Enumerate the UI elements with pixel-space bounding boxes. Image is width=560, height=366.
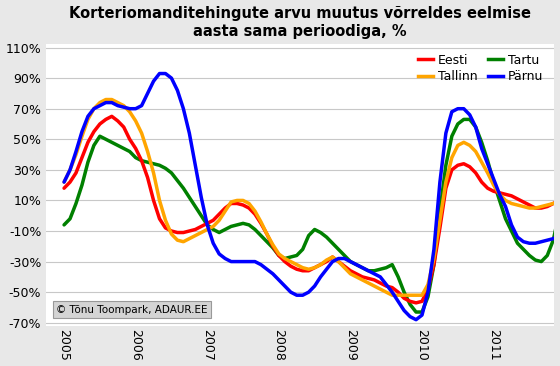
Text: © Tõnu Toompark, ADAUR.EE: © Tõnu Toompark, ADAUR.EE xyxy=(57,305,208,314)
Legend: Eesti, Tallinn, Tartu, Pärnu: Eesti, Tallinn, Tartu, Pärnu xyxy=(418,53,543,83)
Title: Korteriomanditehingute arvu muutus võrreldes eelmise
aasta sama perioodiga, %: Korteriomanditehingute arvu muutus võrre… xyxy=(69,5,531,39)
